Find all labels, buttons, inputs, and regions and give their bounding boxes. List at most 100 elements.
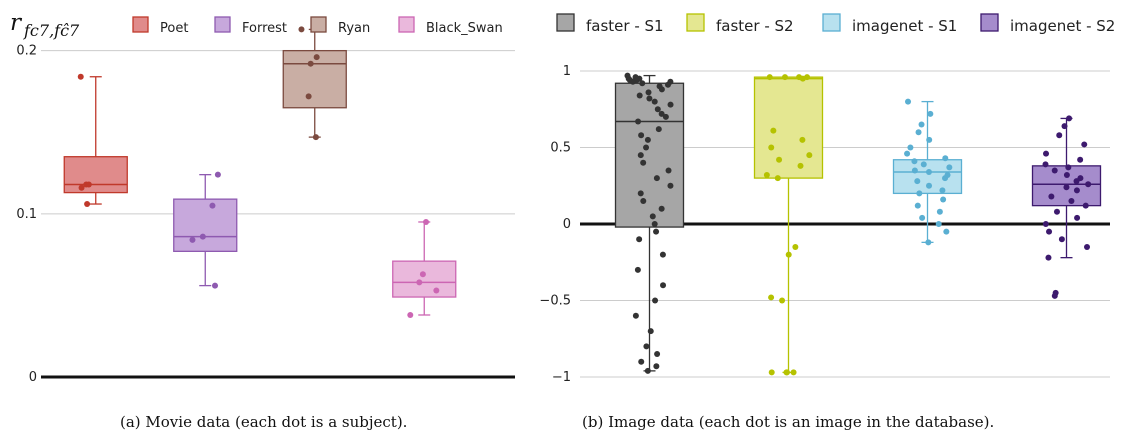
data-point [946,164,953,171]
legend-item-imagenet-s1: imagenet - S1 [822,13,957,35]
data-point [935,221,942,227]
box-imagenet-s1 [892,98,963,246]
data-point [1053,208,1060,215]
data-point [658,86,665,93]
data-point [1066,115,1073,122]
legend-swatch [686,13,705,32]
box-iqr [63,156,128,194]
data-point [313,54,320,61]
data-point [407,311,414,318]
box-faster-s1 [614,72,685,374]
data-point [799,75,806,82]
data-point [667,182,674,189]
data-point [940,196,947,203]
data-point [768,369,775,376]
data-point [649,213,656,220]
data-point [1043,150,1050,157]
data-point [634,266,641,273]
data-point [768,294,775,301]
data-point [790,369,797,376]
movie-box-chart: r fc7,fĉ7 0 0.1 0.2 Poet Forrest Ryan Black_Sw… [10,10,515,385]
data-point [1081,141,1088,148]
data-point [1073,187,1080,194]
data-point [84,201,91,208]
data-point [920,161,927,168]
data-point [298,26,305,33]
y-axis-label-main: r [10,10,23,36]
data-point [643,144,650,151]
box-iqr [614,82,685,228]
data-point [905,98,912,105]
data-point [1042,161,1049,168]
data-point [926,136,933,143]
legend-label: Black_Swan [426,21,503,36]
data-point [433,287,440,294]
legend-swatch [556,13,575,32]
data-point [939,187,946,194]
data-point [658,110,665,117]
data-point [654,106,661,113]
data-point [644,136,651,143]
data-point [770,127,777,134]
data-point [647,328,654,335]
box-iqr [173,198,238,253]
data-point [629,78,636,85]
data-point [640,198,647,205]
data-point [1061,123,1068,130]
legend-item-poet: Poet [132,16,188,36]
data-point [1063,172,1070,179]
data-point [665,167,672,174]
data-point [799,136,806,143]
data-point [914,178,921,185]
data-point [632,312,639,319]
data-point [416,279,423,286]
data-point [636,236,643,243]
y-tick-label: 0.2 [16,44,37,59]
legend-label: Poet [160,21,188,36]
data-point [77,73,84,80]
legend-swatch [822,13,841,32]
data-point [927,110,934,117]
image-box-chart: 1 0.5 0 −0.5 −1 faster - S1 faster - S2 imagene… [539,13,1115,385]
data-point [1045,254,1052,261]
data-point [1063,184,1070,191]
data-point [1068,198,1075,205]
data-point [779,297,786,304]
legend-item-ryan: Ryan [310,16,370,36]
data-point [305,93,312,100]
data-point [1084,243,1091,250]
data-point [943,228,950,235]
data-point [637,190,644,197]
data-point [667,101,674,108]
data-point [651,98,658,105]
legend-item-forrest: Forrest [214,16,287,36]
data-point [766,74,773,81]
data-point [307,60,314,67]
legend-label: Ryan [338,21,370,36]
data-point [806,152,813,159]
box-black-swan [392,218,457,318]
caption-movie-data: (a) Movie data (each dot is a subject). [120,413,408,431]
data-point [919,214,926,221]
legend-swatch [132,16,149,33]
data-point [638,132,645,139]
data-point [652,297,659,304]
data-point [925,239,932,246]
data-point [1058,236,1065,243]
legend-label: imagenet - S1 [852,17,957,35]
y-tick-label: −0.5 [539,294,571,309]
data-point [785,251,792,258]
data-point [312,134,319,141]
data-point [911,167,918,174]
data-point [422,218,429,225]
data-point [1056,132,1063,139]
data-point [792,243,799,250]
legend-swatch [310,16,327,33]
data-point [85,181,92,188]
legend-item-imagenet-s2: imagenet - S2 [980,13,1115,35]
box-iqr [892,159,963,195]
data-point [1042,221,1049,227]
box-ryan [282,26,347,141]
data-point [660,282,667,289]
legend-label: faster - S1 [586,17,664,35]
